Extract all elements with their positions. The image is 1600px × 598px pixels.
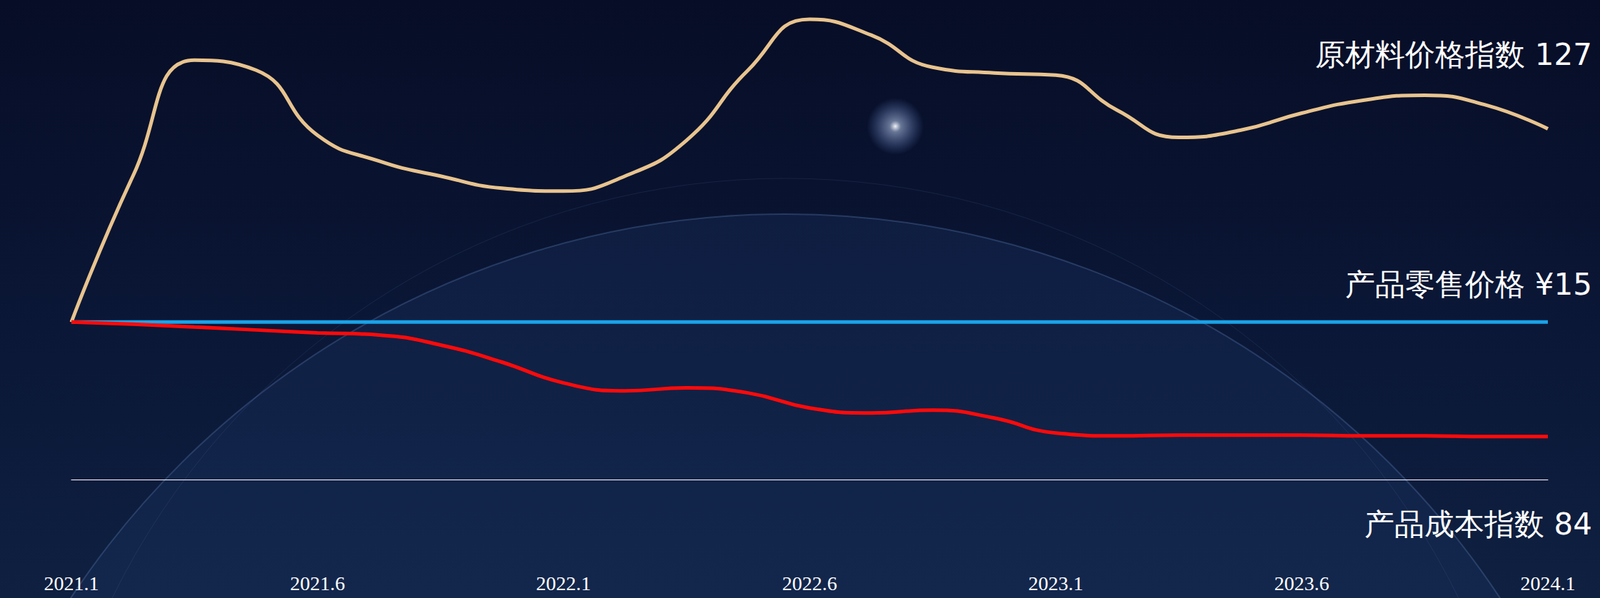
svg-text:2023.1: 2023.1 <box>1028 572 1084 595</box>
svg-text:2023.6: 2023.6 <box>1274 572 1330 595</box>
svg-text:产品成本指数 84: 产品成本指数 84 <box>1364 506 1593 542</box>
svg-text:原材料价格指数 127: 原材料价格指数 127 <box>1315 37 1593 73</box>
svg-text:2022.1: 2022.1 <box>536 572 592 595</box>
svg-text:2024.1: 2024.1 <box>1520 572 1576 595</box>
svg-text:产品零售价格 ¥15: 产品零售价格 ¥15 <box>1345 267 1593 303</box>
svg-text:2021.1: 2021.1 <box>44 572 100 595</box>
svg-text:2022.6: 2022.6 <box>782 572 838 595</box>
svg-text:2021.6: 2021.6 <box>289 572 345 595</box>
